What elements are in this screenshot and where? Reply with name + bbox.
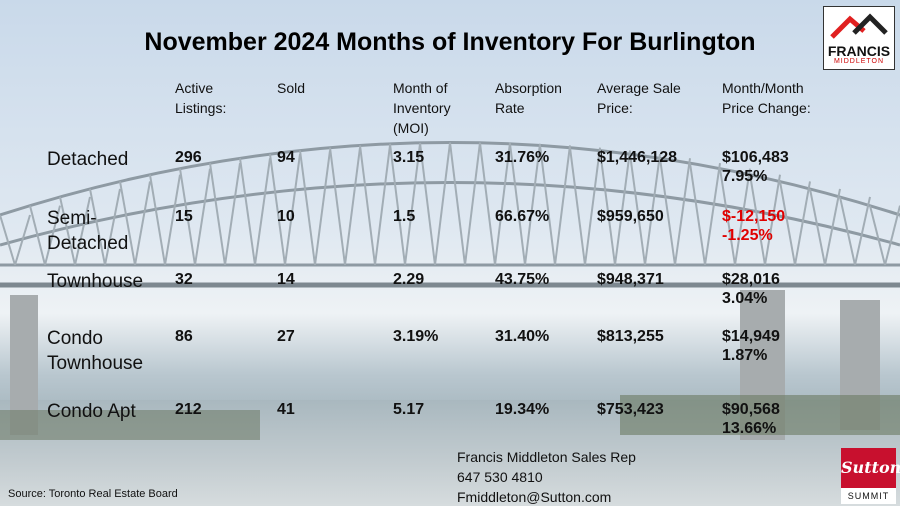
cell-sold: 27 (277, 328, 295, 345)
row-label-line: Condo Apt (47, 401, 136, 422)
column-header: Sold (277, 78, 305, 98)
cell-absorption: 19.34% (495, 401, 550, 418)
column-header-line: Month/Month (722, 80, 804, 96)
cell-price-change: $-12,150 -1.25% (722, 207, 785, 245)
column-header: Month/Month Price Change: (722, 78, 811, 118)
row-label: Semi- Detached (47, 206, 128, 256)
sutton-logo: Sutton SUMMIT (841, 448, 900, 504)
cell-price: $813,255 (597, 328, 664, 345)
price-change-amount: $-12,150 (722, 208, 786, 225)
column-header: Month of Inventory (MOI) (393, 78, 451, 138)
column-header-line: Month of (393, 80, 448, 96)
cell-active: 86 (175, 328, 193, 345)
contact-phone: 647 530 4810 (457, 469, 543, 485)
cell-moi: 5.17 (393, 401, 425, 418)
price-change-amount: $106,483 (722, 149, 789, 166)
cell-absorption: 31.76% (495, 149, 550, 166)
cell-active: 15 (175, 208, 193, 225)
column-header-line: Absorption (495, 80, 562, 96)
row-label-line: Townhouse (47, 353, 144, 374)
column-header-line: Price Change: (722, 100, 811, 116)
row-label-line: Detached (47, 149, 129, 170)
row-label: Detached (47, 147, 128, 172)
price-change-amount: $28,016 (722, 271, 780, 288)
column-header-line: Listings: (175, 100, 227, 116)
row-label-line: Condo (47, 328, 103, 349)
row-label: Condo Apt (47, 399, 136, 424)
logo-sub: MIDDLETON (833, 58, 885, 65)
cell-sold: 41 (277, 401, 295, 418)
column-header-line: Active (175, 80, 214, 96)
cell-price-change: $90,568 13.66% (722, 400, 780, 438)
row-label-line: Detached (47, 233, 129, 254)
cell-price-change: $28,016 3.04% (722, 270, 780, 308)
cell-price-change: $106,483 7.95% (722, 148, 789, 186)
contact-email: Fmiddleton@Sutton.com (457, 489, 612, 505)
house-roof-icon (830, 13, 888, 39)
sutton-sub: SUMMIT (841, 488, 896, 504)
cell-price: $948,371 (597, 271, 664, 288)
column-header-line: Price: (597, 100, 633, 116)
row-label-line: Townhouse (47, 271, 144, 292)
cell-active: 212 (175, 401, 202, 418)
price-change-amount: $14,949 (722, 328, 780, 345)
price-change-percent: 13.66% (722, 420, 777, 437)
cell-price: $959,650 (597, 208, 664, 225)
price-change-percent: 3.04% (722, 290, 768, 307)
cell-sold: 94 (277, 149, 295, 166)
cell-absorption: 66.67% (495, 208, 550, 225)
column-header-line: Rate (495, 100, 525, 116)
sutton-brand: Sutton (841, 458, 900, 477)
francis-middleton-logo: FRANCIS MIDDLETON (823, 6, 895, 70)
cell-absorption: 31.40% (495, 328, 550, 345)
contact-block: Francis Middleton Sales Rep 647 530 4810… (457, 447, 636, 507)
price-change-percent: 1.87% (722, 347, 768, 364)
column-header: Active Listings: (175, 78, 226, 118)
column-header-line: Inventory (393, 100, 451, 116)
cell-absorption: 43.75% (495, 271, 550, 288)
source-note: Source: Toronto Real Estate Board (8, 488, 178, 500)
contact-name: Francis Middleton Sales Rep (457, 449, 636, 465)
logo-brand: FRANCIS (827, 43, 891, 59)
cell-active: 296 (175, 149, 202, 166)
column-header-line: Average Sale (597, 80, 681, 96)
cell-price: $753,423 (597, 401, 664, 418)
price-change-percent: -1.25% (722, 227, 773, 244)
price-change-percent: 7.95% (722, 168, 768, 185)
column-header-line: Sold (277, 80, 306, 96)
price-change-amount: $90,568 (722, 401, 780, 418)
cell-sold: 14 (277, 271, 295, 288)
cell-price: $1,446,128 (597, 149, 678, 166)
cell-price-change: $14,949 1.87% (722, 327, 780, 365)
row-label: Condo Townhouse (47, 326, 143, 376)
cell-sold: 10 (277, 208, 295, 225)
column-header-line: (MOI) (393, 120, 429, 136)
cell-active: 32 (175, 271, 193, 288)
column-header: Absorption Rate (495, 78, 562, 118)
cell-moi: 1.5 (393, 208, 416, 225)
cell-moi: 2.29 (393, 271, 425, 288)
row-label-line: Semi- (47, 208, 97, 229)
row-label: Townhouse (47, 269, 143, 294)
page-title: November 2024 Months of Inventory For Bu… (144, 28, 756, 56)
cell-moi: 3.15 (393, 149, 425, 166)
column-header: Average Sale Price: (597, 78, 681, 118)
cell-moi: 3.19% (393, 328, 439, 345)
